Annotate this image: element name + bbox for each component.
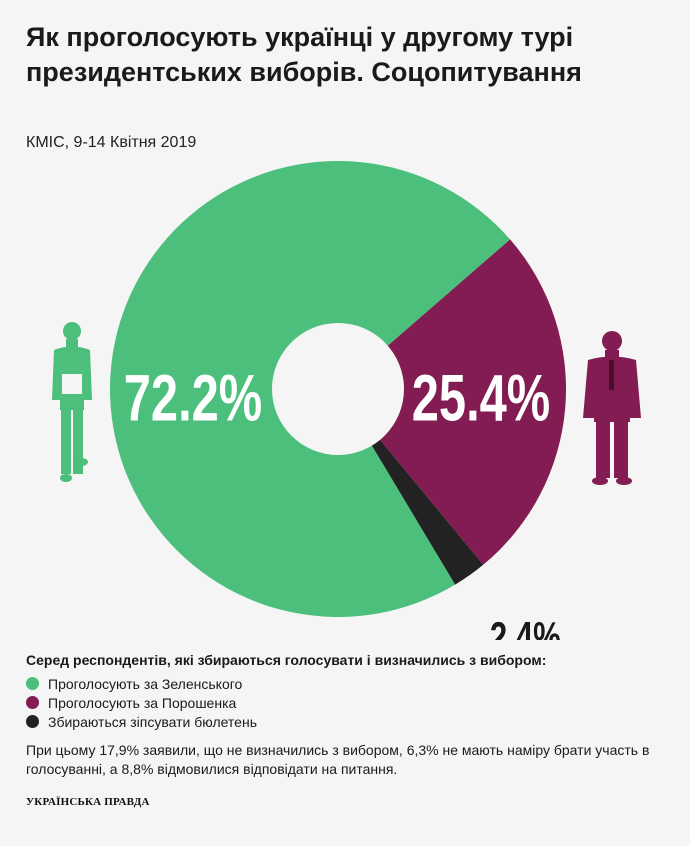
value-label-poroshenko: 25.4% (412, 361, 550, 435)
legend-label: Проголосують за Зеленського (48, 675, 243, 692)
legend-item-zelensky: Проголосують за Зеленського (26, 674, 666, 693)
donut-chart: 72.2% 25.4% 2.4% (52, 161, 641, 640)
legend: Серед респондентів, які збираються голос… (26, 652, 666, 779)
legend-item-spoiled: Збираються зіпсувати бюлетень (26, 712, 666, 731)
legend-dot-icon (26, 677, 39, 690)
legend-dot-icon (26, 696, 39, 709)
legend-dot-icon (26, 715, 39, 728)
value-label-spoiled: 2.4% (490, 614, 561, 640)
chart-title: Як проголосують українці у другому турі … (26, 22, 582, 87)
legend-label: Збираються зіпсувати бюлетень (48, 713, 257, 730)
slice-poroshenko (338, 239, 566, 565)
zelensky-figure-icon (52, 322, 92, 482)
legend-label: Проголосують за Порошенка (48, 694, 237, 711)
footnote: При цьому 17,9% заявили, що не визначили… (26, 742, 650, 777)
chart-subtitle: КМІС, 9-14 Квітня 2019 (26, 134, 197, 151)
value-label-zelensky: 72.2% (124, 361, 262, 435)
legend-heading: Серед респондентів, які збираються голос… (26, 652, 547, 668)
publisher-logo: УКРАЇНСЬКА ПРАВДА (26, 796, 150, 808)
poroshenko-figure-icon (583, 331, 641, 485)
legend-item-poroshenko: Проголосують за Порошенка (26, 693, 666, 712)
donut-hole (272, 323, 404, 455)
